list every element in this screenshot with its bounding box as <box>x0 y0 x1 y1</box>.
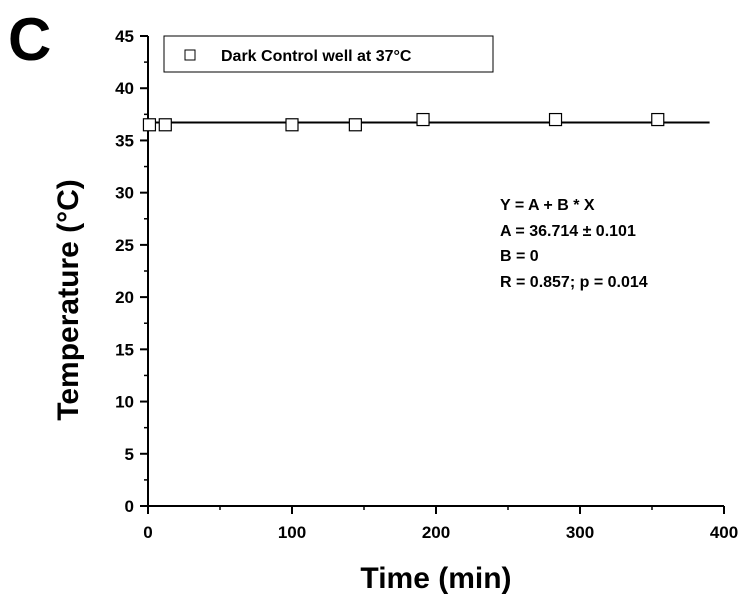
x-tick-label: 0 <box>143 523 152 542</box>
y-tick-label: 25 <box>115 236 134 255</box>
annotation-equation: Y = A + B * X <box>500 197 595 214</box>
data-point <box>142 118 157 132</box>
x-axis-title: Time (min) <box>360 562 511 595</box>
data-point <box>285 118 299 132</box>
data-point <box>651 112 665 127</box>
x-tick-label: 300 <box>566 523 594 542</box>
y-tick-label: 40 <box>115 79 134 98</box>
y-tick-label: 0 <box>125 497 134 516</box>
data-point <box>158 118 172 132</box>
legend-box <box>163 35 494 73</box>
data-point <box>416 112 430 127</box>
panel-label: C <box>8 6 51 73</box>
annotation-r-p-values: R = 0.857; p = 0.014 <box>500 274 648 291</box>
fit-annotation: Y = A + B * X A = 36.714 ± 0.101 B = 0 R… <box>500 197 648 291</box>
y-axis-title: Temperature (°C) <box>52 179 85 420</box>
legend-label: Dark Control well at 37°C <box>221 48 412 65</box>
y-tick-label: 35 <box>115 131 134 150</box>
ticks: 0 5 10 15 20 25 30 35 40 45 0 100 200 300 400 <box>115 27 738 542</box>
x-tick-label: 200 <box>422 523 450 542</box>
data-point <box>348 118 362 132</box>
y-tick-label: 30 <box>115 184 134 203</box>
y-tick-label: 15 <box>115 340 134 359</box>
legend-marker <box>184 49 196 61</box>
y-tick-label: 10 <box>115 393 134 412</box>
axes <box>147 36 724 507</box>
x-tick-label: 400 <box>710 523 738 542</box>
y-tick-label: 45 <box>115 27 134 46</box>
y-tick-label: 20 <box>115 288 134 307</box>
x-tick-label: 100 <box>278 523 306 542</box>
legend: Dark Control well at 37°C <box>163 35 494 73</box>
annotation-b-value: B = 0 <box>500 248 539 265</box>
data-point <box>548 112 563 127</box>
y-tick-label: 5 <box>125 445 134 464</box>
data-points <box>142 112 665 132</box>
annotation-a-value: A = 36.714 ± 0.101 <box>500 223 636 240</box>
